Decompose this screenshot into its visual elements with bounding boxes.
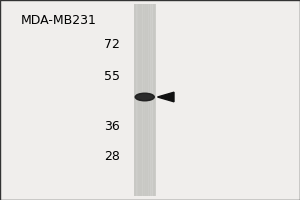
Text: 55: 55 — [104, 71, 120, 84]
Ellipse shape — [135, 93, 154, 101]
Bar — [134, 4, 156, 196]
Polygon shape — [158, 92, 174, 102]
Text: 36: 36 — [104, 119, 120, 132]
Text: 28: 28 — [104, 150, 120, 164]
Text: MDA-MB231: MDA-MB231 — [21, 14, 97, 27]
Text: 72: 72 — [104, 38, 120, 50]
